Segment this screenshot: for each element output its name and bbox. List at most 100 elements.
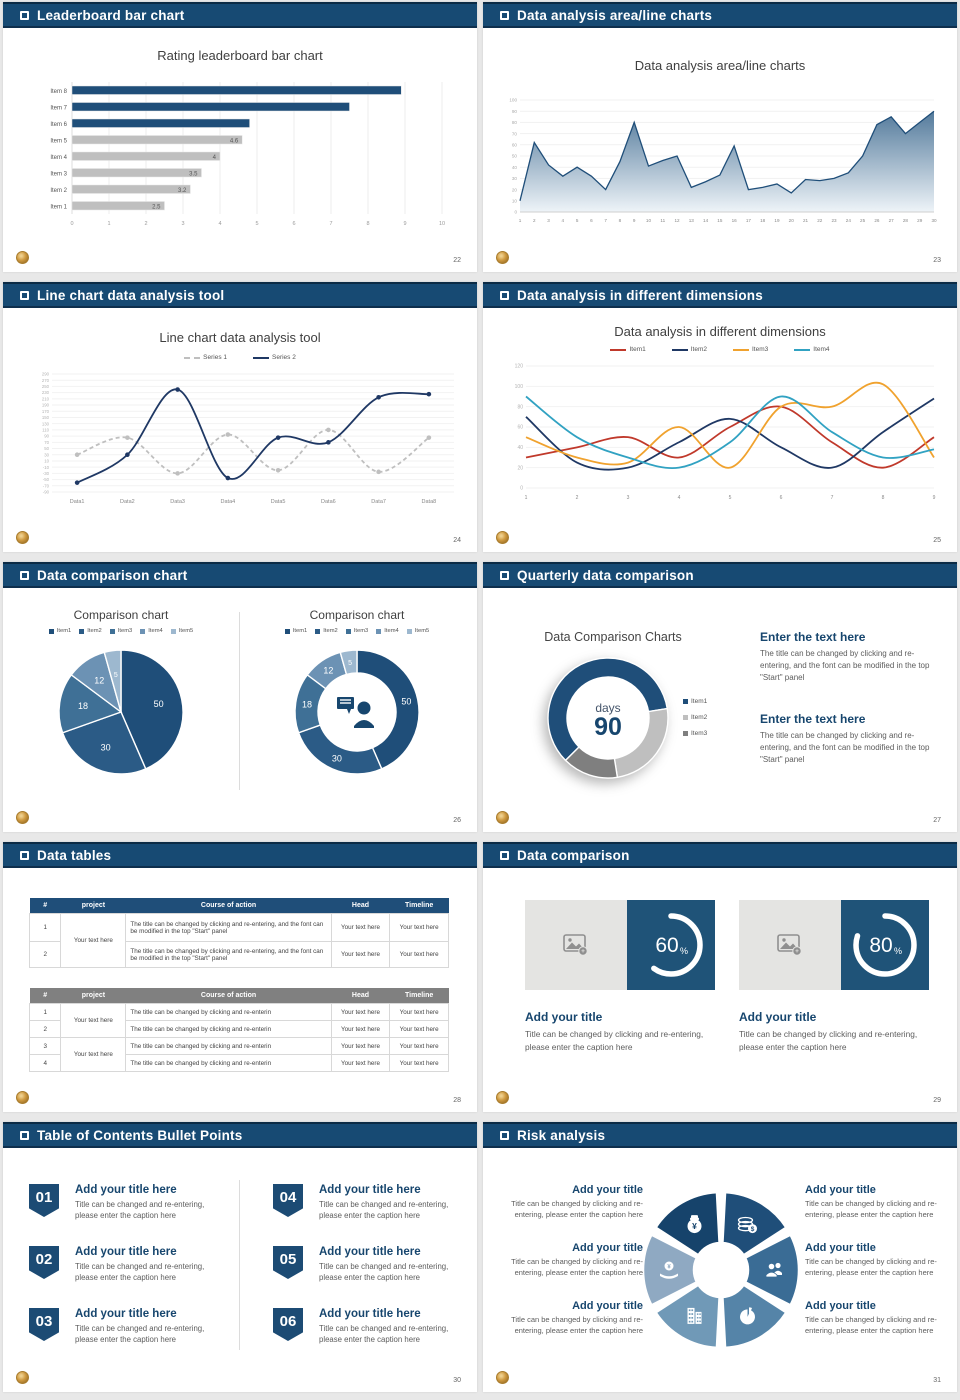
risk-block-title: Add your title (805, 1184, 876, 1196)
data-table-gray: # project Course of action Head Timeline 1 You… (28, 988, 449, 1072)
svg-text:days: days (595, 701, 620, 715)
legend-swatch (610, 348, 627, 351)
legend-item: Item4 (794, 346, 830, 353)
risk-block-caption: Title can be changed by clicking and re-… (511, 1257, 643, 1277)
svg-text:5: 5 (114, 672, 118, 679)
legend-swatch (794, 348, 811, 351)
legend-item: Item4 (140, 628, 163, 634)
svg-text:3: 3 (181, 221, 184, 227)
risk-block-title: Add your title (572, 1242, 643, 1254)
toc-item-title: Add your title here (75, 1308, 177, 1320)
legend-swatch (406, 628, 412, 634)
percent-ring-box: 80% (841, 900, 929, 990)
svg-text:Data1: Data1 (70, 499, 85, 505)
university-logo (16, 531, 29, 544)
toc-item-badge: 01 (29, 1184, 59, 1217)
svg-text:Data3: Data3 (170, 499, 185, 505)
legend-label: Item5 (414, 628, 430, 634)
text-block-title: Enter the text here (760, 630, 866, 644)
toc-item-badge: 04 (273, 1184, 303, 1217)
svg-text:$: $ (751, 1226, 755, 1233)
slide-header-title: Data analysis in different dimensions (517, 287, 763, 303)
slide-header-title: Data comparison chart (37, 567, 188, 583)
svg-text:16: 16 (732, 218, 738, 223)
svg-text:¥: ¥ (667, 1265, 671, 1271)
svg-text:-90: -90 (43, 490, 50, 495)
toc-item-title: Add your title here (319, 1308, 421, 1320)
svg-text:8: 8 (882, 495, 885, 501)
legend-label: Item1 (56, 628, 72, 634)
legend-item: Item2 (671, 346, 707, 353)
legend-swatch (253, 356, 269, 359)
risk-block-caption: Title can be changed by clicking and re-… (805, 1315, 937, 1335)
university-logo (496, 1091, 509, 1104)
slide-cell: Data tables # project Course of action Head… (0, 840, 480, 1120)
legend-item: Item3 (345, 628, 368, 634)
svg-text:4: 4 (678, 495, 681, 501)
toc-item-badge: 06 (273, 1308, 303, 1341)
svg-text:Item 8: Item 8 (50, 89, 67, 95)
legend-item: Item2 (683, 714, 707, 721)
svg-text:%: % (894, 946, 902, 956)
svg-text:17: 17 (746, 218, 752, 223)
svg-text:9: 9 (933, 495, 936, 501)
svg-text:%: % (680, 946, 688, 956)
svg-text:2: 2 (533, 218, 536, 223)
svg-text:7: 7 (329, 221, 332, 227)
risk-block-caption: Title can be changed by clicking and re-… (511, 1315, 643, 1335)
svg-text:Data4: Data4 (221, 499, 236, 505)
slide-cell: Table of Contents Bullet Points 01 Add yo… (0, 1120, 480, 1400)
svg-text:80: 80 (512, 120, 518, 125)
svg-text:60: 60 (517, 425, 523, 431)
slide-area-chart: Data analysis area/line charts Data anal… (483, 2, 957, 272)
legend-swatch (140, 628, 146, 634)
legend-label: Item1 (292, 628, 308, 634)
svg-text:2: 2 (576, 495, 579, 501)
svg-text:24: 24 (846, 218, 852, 223)
svg-text:+: + (795, 948, 799, 955)
svg-text:70: 70 (512, 131, 518, 136)
table-cell: Your text here (60, 1037, 127, 1072)
toc-item-caption: Title can be changed and re-entering, pl… (75, 1262, 205, 1282)
table-cell: The title can be changed by clicking and… (125, 1003, 332, 1021)
table-cell: Your text here (389, 1003, 449, 1021)
svg-text:29: 29 (917, 218, 923, 223)
svg-text:100: 100 (515, 384, 524, 390)
legend-label: Series 1 (203, 354, 227, 361)
slide-header-title: Data tables (37, 847, 112, 863)
svg-text:20: 20 (517, 465, 523, 471)
slide-header-title: Quarterly data comparison (517, 567, 694, 583)
svg-text:25: 25 (860, 218, 866, 223)
university-logo (496, 531, 509, 544)
svg-text:290: 290 (42, 372, 50, 377)
svg-text:28: 28 (903, 218, 909, 223)
svg-text:4: 4 (562, 218, 565, 223)
legend-swatch (315, 628, 321, 634)
university-logo (16, 1371, 29, 1384)
svg-text:20: 20 (789, 218, 795, 223)
coins-icon: $ (737, 1216, 757, 1234)
slide-header-title: Risk analysis (517, 1127, 606, 1143)
toc-item-title: Add your title here (319, 1246, 421, 1258)
svg-text:Item 4: Item 4 (50, 155, 67, 161)
svg-text:3.5: 3.5 (189, 172, 198, 178)
svg-text:1: 1 (519, 218, 522, 223)
slide-quarterly-comparison: Quarterly data comparison Data Compariso… (483, 562, 957, 832)
svg-text:6: 6 (590, 218, 593, 223)
svg-text:50: 50 (154, 699, 164, 709)
svg-text:8: 8 (366, 221, 369, 227)
slide-header-title: Leaderboard bar chart (37, 7, 185, 23)
legend-swatch (671, 348, 688, 351)
legend-item: Item5 (406, 628, 430, 634)
text-block-title: Enter the text here (760, 712, 866, 726)
risk-block-caption: Title can be changed by clicking and re-… (805, 1257, 937, 1277)
slide-header-bar: Data comparison (483, 842, 957, 868)
checkbox-icon (500, 290, 509, 300)
legend-item: Item3 (109, 628, 132, 634)
legend-swatch (48, 628, 54, 634)
svg-text:70: 70 (44, 440, 49, 445)
svg-text:7: 7 (604, 218, 607, 223)
table-cell: Your text here (60, 1003, 127, 1038)
svg-text:210: 210 (42, 396, 50, 401)
svg-text:90: 90 (512, 109, 518, 114)
